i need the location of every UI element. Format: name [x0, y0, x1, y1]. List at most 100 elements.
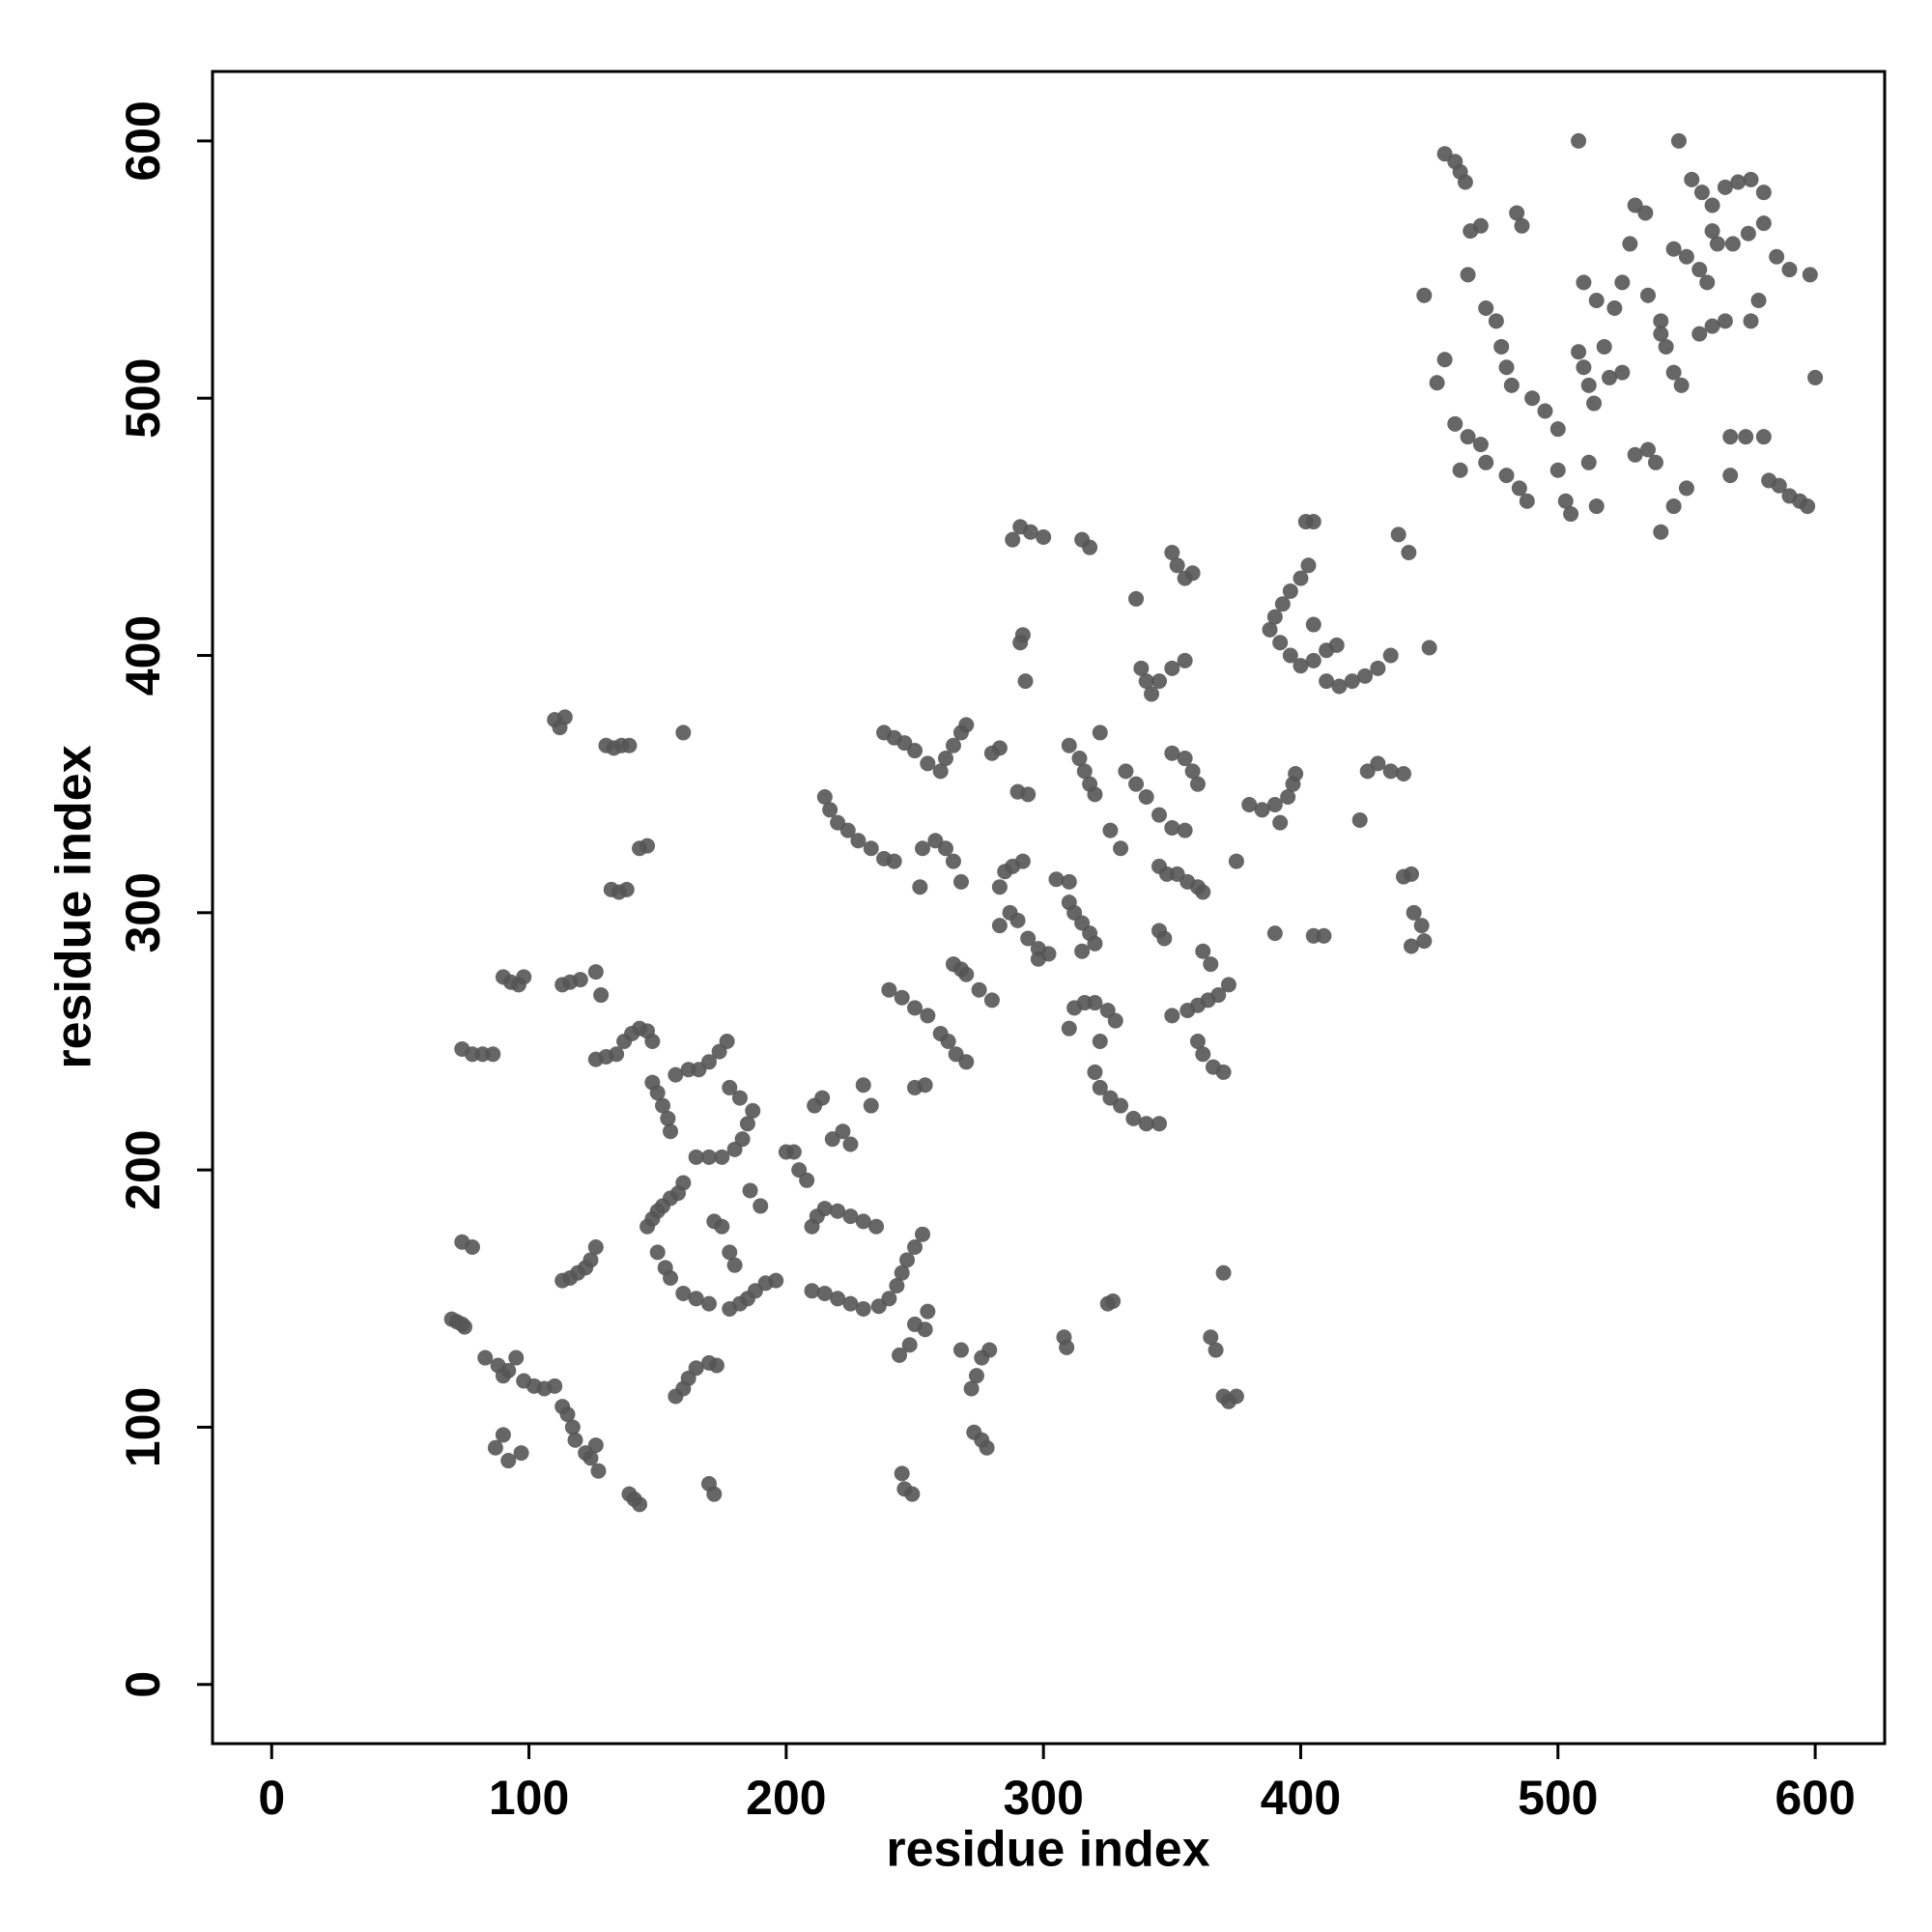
- point: [1061, 737, 1077, 753]
- point: [842, 1295, 859, 1312]
- point: [901, 1337, 918, 1353]
- point: [983, 992, 1000, 1009]
- point: [1653, 326, 1669, 342]
- point: [1184, 565, 1201, 582]
- point: [1266, 925, 1283, 942]
- point: [1009, 912, 1026, 928]
- point: [1305, 652, 1321, 668]
- point: [1498, 359, 1515, 376]
- point: [644, 1033, 661, 1049]
- point: [1413, 918, 1430, 934]
- point: [719, 1033, 735, 1049]
- point: [1074, 943, 1091, 959]
- point: [1658, 338, 1674, 355]
- point: [920, 1008, 936, 1024]
- point: [1447, 415, 1463, 432]
- point: [1092, 724, 1108, 741]
- point: [1769, 248, 1785, 265]
- point: [1370, 660, 1386, 676]
- point: [940, 1033, 956, 1049]
- y-tick-label: 400: [116, 615, 170, 696]
- point: [863, 1097, 879, 1114]
- point: [894, 1264, 910, 1281]
- point: [1509, 205, 1525, 221]
- point: [991, 918, 1008, 934]
- point: [1478, 300, 1494, 317]
- point: [968, 1368, 984, 1384]
- point: [688, 1291, 704, 1307]
- point: [1401, 544, 1417, 560]
- point: [609, 1046, 625, 1063]
- point: [1293, 658, 1309, 674]
- point: [632, 1496, 648, 1513]
- point: [1144, 686, 1160, 702]
- point: [1563, 506, 1579, 523]
- point: [1665, 364, 1682, 381]
- point: [1580, 377, 1597, 393]
- point: [1498, 468, 1515, 484]
- point: [1576, 274, 1592, 291]
- point: [1061, 873, 1077, 890]
- x-tick-label: 100: [489, 1771, 569, 1825]
- point: [1390, 526, 1406, 543]
- point: [1755, 185, 1772, 201]
- point: [675, 724, 692, 741]
- point: [892, 1347, 908, 1363]
- point: [1678, 248, 1694, 265]
- point: [708, 1357, 724, 1374]
- point: [1280, 788, 1296, 805]
- point: [1071, 751, 1088, 767]
- point: [1670, 132, 1687, 149]
- point: [1328, 637, 1345, 653]
- point: [722, 1244, 738, 1261]
- point: [1169, 557, 1185, 574]
- point: [1704, 223, 1720, 240]
- point: [1802, 267, 1818, 283]
- point: [1017, 673, 1034, 690]
- point: [1537, 403, 1553, 419]
- point: [855, 1300, 871, 1317]
- point: [991, 879, 1008, 895]
- point: [1602, 369, 1618, 385]
- point: [590, 1463, 607, 1479]
- point: [1730, 174, 1747, 190]
- point: [1061, 1020, 1077, 1037]
- point: [1305, 514, 1321, 530]
- point: [1678, 480, 1694, 497]
- point: [904, 1486, 921, 1502]
- point: [952, 1342, 969, 1358]
- point: [1722, 429, 1739, 445]
- x-tick-label: 400: [1261, 1771, 1341, 1825]
- point: [714, 1218, 730, 1235]
- point: [649, 1244, 666, 1261]
- point: [745, 1102, 761, 1119]
- point: [1622, 236, 1638, 252]
- point: [1452, 462, 1468, 478]
- point: [1092, 1079, 1108, 1095]
- point: [1722, 468, 1739, 484]
- point: [1125, 1110, 1142, 1126]
- y-tick-label: 300: [116, 872, 170, 952]
- point: [1228, 1388, 1244, 1405]
- point: [1151, 673, 1168, 690]
- point: [663, 1269, 679, 1286]
- points: [443, 132, 1824, 1513]
- point: [1195, 884, 1211, 900]
- point: [1673, 377, 1690, 393]
- point: [816, 788, 833, 805]
- point: [907, 743, 923, 759]
- x-tick-label: 200: [746, 1771, 826, 1825]
- point: [768, 1272, 784, 1289]
- point: [1755, 215, 1772, 232]
- point: [816, 1201, 833, 1217]
- point: [675, 1285, 692, 1301]
- point: [1704, 318, 1720, 334]
- point: [1693, 185, 1710, 201]
- point: [920, 755, 936, 772]
- point: [894, 989, 910, 1006]
- point: [556, 709, 573, 725]
- point: [1557, 493, 1574, 509]
- point: [668, 1066, 684, 1083]
- point: [1351, 811, 1368, 828]
- point: [1087, 995, 1103, 1011]
